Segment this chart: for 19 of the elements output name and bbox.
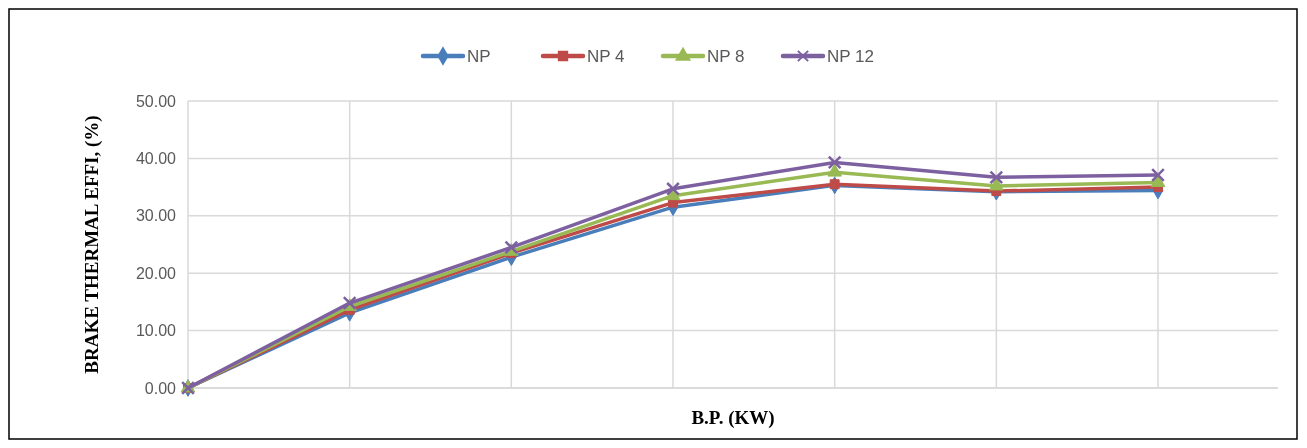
point xyxy=(827,163,842,177)
y-axis-title: BRAKE THERMAL EFFI, (%) xyxy=(81,115,103,374)
y-tick-label: 30.00 xyxy=(135,207,177,225)
y-tick-label: 40.00 xyxy=(135,150,177,167)
point xyxy=(665,181,681,196)
point xyxy=(829,179,840,190)
y-tick-label: 0.00 xyxy=(144,379,177,397)
point xyxy=(1150,167,1166,183)
point xyxy=(827,155,842,170)
legend-label: NP 8 xyxy=(707,46,745,66)
point xyxy=(989,170,1004,185)
legend-label: NP 12 xyxy=(827,46,874,66)
y-tick-label: 10.00 xyxy=(135,322,177,340)
legend-label: NP 4 xyxy=(587,46,625,66)
point xyxy=(989,177,1004,191)
y-tick-label: 20.00 xyxy=(135,264,177,282)
y-tick-label: 50.00 xyxy=(135,92,177,110)
x-axis-title: B.P. (KW) xyxy=(691,407,775,429)
legend-label: NP xyxy=(467,46,491,66)
